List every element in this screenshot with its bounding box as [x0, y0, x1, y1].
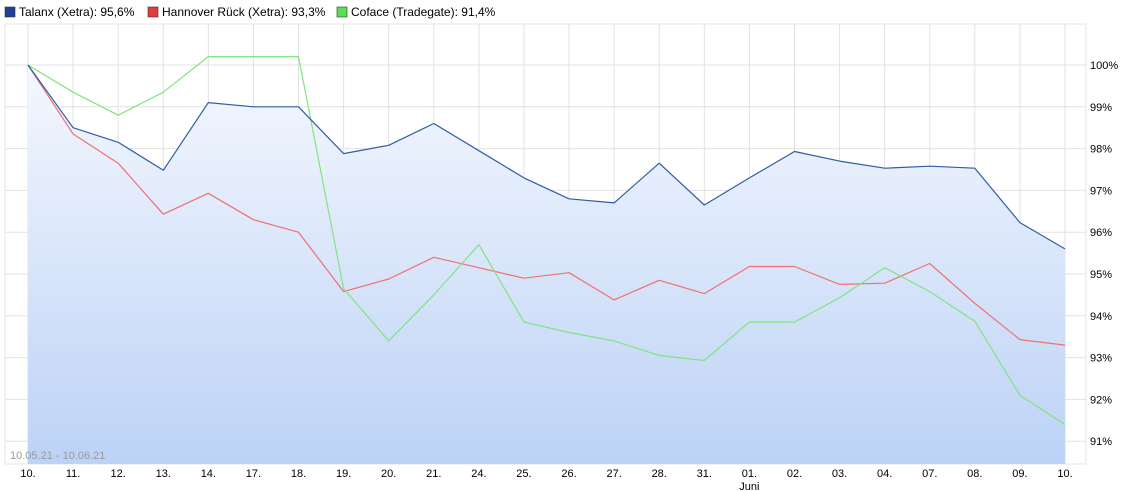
coface-line[interactable] [27, 55, 1066, 426]
series-lines [27, 55, 1066, 426]
x-tick-label: 09. [1012, 468, 1027, 480]
x-tick-label: 03. [832, 468, 847, 480]
legend-swatch-hannover-rueck [147, 6, 159, 18]
legend-item-coface[interactable]: Coface (Tradegate): 91,4% [336, 5, 496, 19]
x-tick-label: 13. [156, 468, 171, 480]
x-tick-label: 10. [20, 468, 35, 480]
x-tick-label: 24. [471, 468, 486, 480]
talanx-area-fill [28, 65, 1065, 464]
legend: Talanx (Xetra): 95,6% Hannover Rück (Xet… [4, 5, 496, 19]
y-tick-label: 94% [1090, 311, 1112, 323]
x-tick-label: 26. [561, 468, 576, 480]
x-tick-label: 20. [381, 468, 396, 480]
x-tick-label: 17. [246, 468, 261, 480]
date-range-label: 10.05.21 - 10.06.21 [10, 450, 105, 462]
y-tick-label: 100% [1090, 60, 1118, 72]
x-tick-label: 21. [426, 468, 441, 480]
x-tick-label: 08. [967, 468, 982, 480]
x-tick-label: 04. [877, 468, 892, 480]
hannover-rueck-line[interactable] [27, 64, 1066, 346]
legend-swatch-talanx [4, 6, 16, 18]
x-axis: 10. 11. 12. 13. 14. 17. 18. 19. 20. 21. 24. 25. 26. 2… [20, 468, 1072, 491]
x-tick-label: 27. [606, 468, 621, 480]
y-tick-label: 92% [1090, 394, 1112, 406]
legend-label-hannover-rueck: Hannover Rück (Xetra): 93,3% [162, 5, 326, 19]
y-tick-label: 91% [1090, 436, 1112, 448]
y-tick-label: 99% [1090, 102, 1112, 114]
x-tick-label: 31. [697, 468, 712, 480]
x-tick-label: 19. [336, 468, 351, 480]
x-tick-label: 11. [66, 468, 80, 480]
x-tick-label: 18. [291, 468, 306, 480]
x-tick-label: 14. [201, 468, 216, 480]
y-tick-label: 97% [1090, 185, 1112, 197]
legend-item-talanx[interactable]: Talanx (Xetra): 95,6% [4, 5, 135, 19]
x-tick-label: 12. [111, 468, 126, 480]
x-tick-label: 02. [787, 468, 802, 480]
y-tick-label: 93% [1090, 353, 1112, 365]
y-axis: 100% 99% 98% 97% 96% 95% 94% 93% 92% 91% [1090, 60, 1118, 448]
legend-label-coface: Coface (Tradegate): 91,4% [351, 5, 496, 19]
y-tick-label: 95% [1090, 269, 1112, 281]
x-tick-label: 01. [742, 468, 757, 480]
x-tick-label: 07. [922, 468, 937, 480]
x-month-label: Juni [739, 481, 759, 491]
talanx-line[interactable] [27, 64, 1066, 250]
y-tick-label: 96% [1090, 227, 1112, 239]
legend-label-talanx: Talanx (Xetra): 95,6% [19, 5, 135, 19]
legend-swatch-coface [336, 6, 348, 18]
y-tick-label: 98% [1090, 144, 1112, 156]
legend-item-hannover-rueck[interactable]: Hannover Rück (Xetra): 93,3% [147, 5, 326, 19]
x-tick-label: 10. [1057, 468, 1072, 480]
x-tick-label: 28. [652, 468, 667, 480]
x-tick-label: 25. [516, 468, 531, 480]
